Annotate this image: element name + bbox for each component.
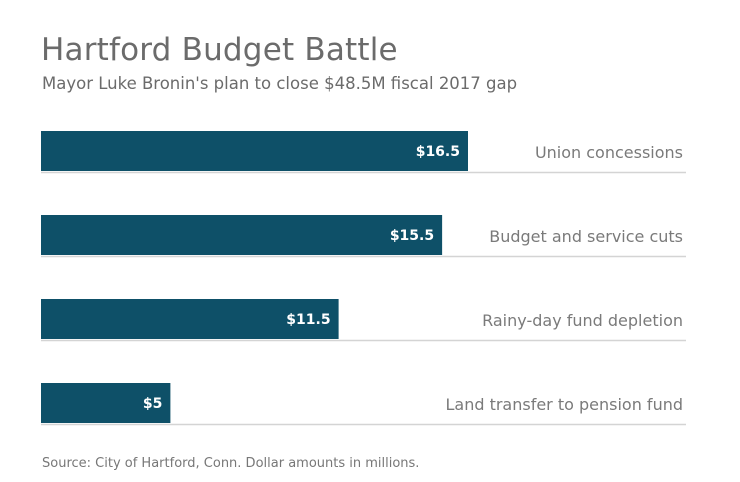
bar-value-label: $5	[143, 396, 162, 412]
bar	[41, 131, 468, 171]
bar	[41, 299, 339, 339]
bar-value-label: $15.5	[390, 228, 434, 244]
bar-value-label: $16.5	[416, 144, 460, 160]
bar-value-label: $11.5	[286, 312, 330, 328]
category-label: Budget and service cuts	[489, 227, 683, 246]
bars-layer: $16.5 Union concessions $15.5 Budget and se…	[41, 131, 686, 426]
category-label: Rainy-day fund depletion	[482, 311, 683, 330]
chart-subtitle: Mayor Luke Bronin's plan to close $48.5M…	[42, 74, 518, 93]
chart-title: Hartford Budget Battle	[41, 32, 398, 68]
source-note: Source: City of Hartford, Conn. Dollar a…	[42, 456, 420, 471]
category-label: Land transfer to pension fund	[445, 395, 683, 414]
bar	[41, 215, 443, 255]
bar	[41, 383, 171, 423]
category-label: Union concessions	[535, 143, 683, 162]
